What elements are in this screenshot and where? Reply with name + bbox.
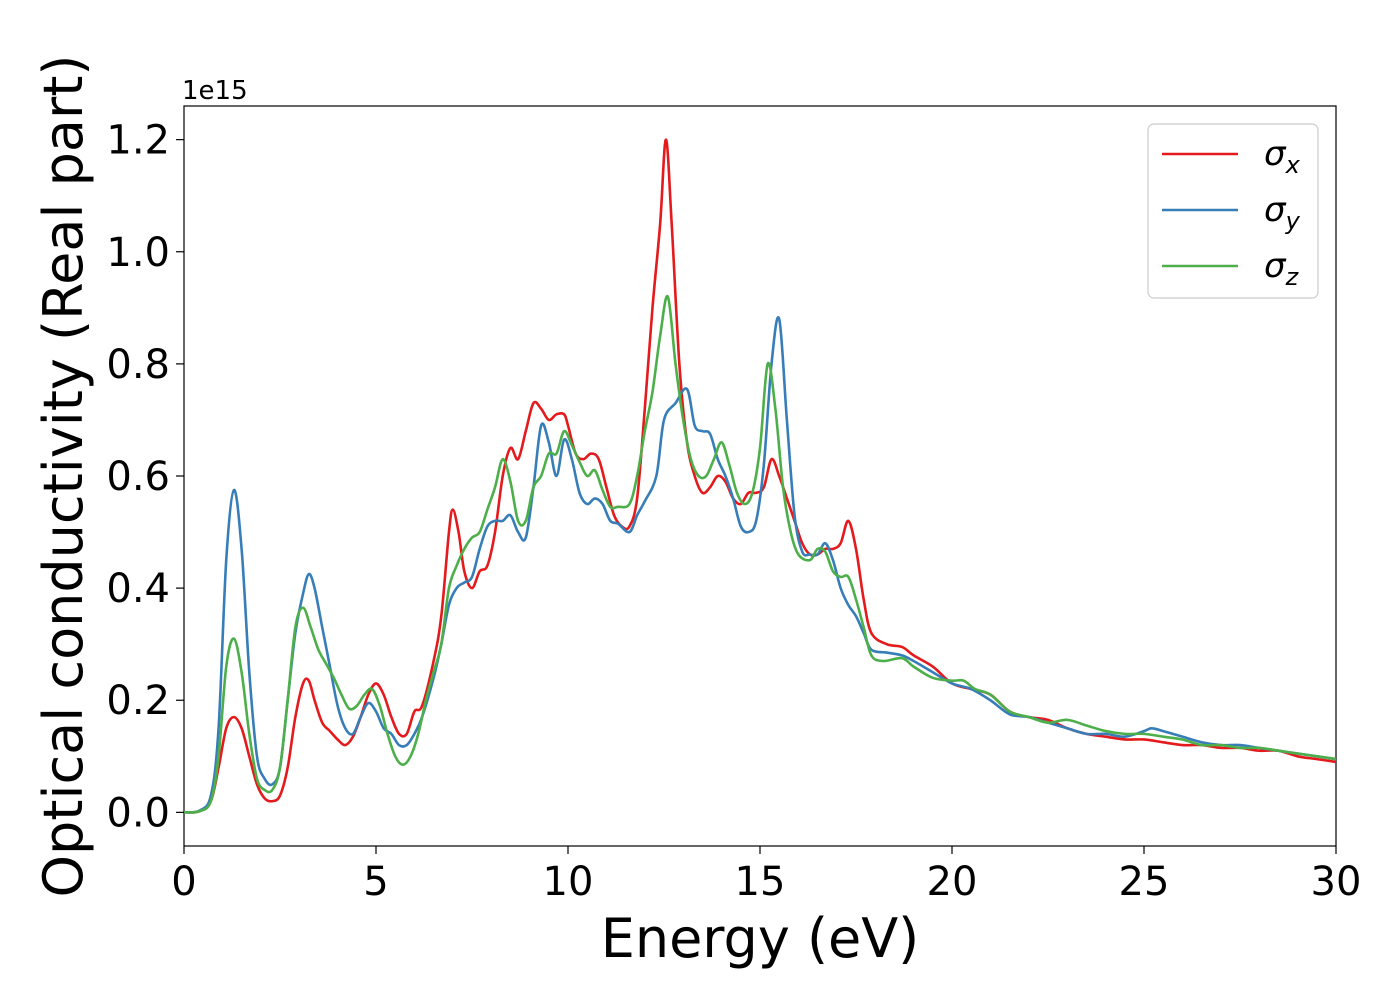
x-tick-label: 15 <box>735 859 786 905</box>
series-line-y <box>184 316 1336 814</box>
x-tick-label: 5 <box>363 859 388 905</box>
legend-label-y: σy <box>1264 190 1301 235</box>
x-axis-title: Energy (eV) <box>601 907 920 970</box>
plot-frame <box>183 105 1337 847</box>
y-offset-label: 1e15 <box>182 76 248 106</box>
x-tick-label: 25 <box>1119 859 1170 905</box>
x-tick-label: 30 <box>1311 859 1362 905</box>
y-axis-title: Optical conductivity (Real part) <box>32 55 95 898</box>
y-tick-label: 0.2 <box>106 678 170 724</box>
x-tick-label: 20 <box>927 859 978 905</box>
legend-label-z: σz <box>1264 246 1300 291</box>
legend-label-subscript: y <box>1285 207 1301 235</box>
y-tick-label: 0.4 <box>106 566 170 612</box>
plot-area <box>183 105 1337 847</box>
legend-label-base: σ <box>1264 134 1287 174</box>
y-tick-label: 0.8 <box>106 342 170 388</box>
legend-label-subscript: z <box>1285 263 1300 291</box>
y-tick-label: 0.0 <box>106 790 170 836</box>
y-axis-ticks: 0.0 0.2 0.4 0.6 0.8 1.0 1.2 <box>106 118 184 836</box>
x-tick-label: 0 <box>171 859 196 905</box>
x-tick-label: 10 <box>543 859 594 905</box>
legend-label-x: σx <box>1264 134 1301 179</box>
x-axis-ticks: 0 5 10 15 20 25 30 <box>171 846 1361 905</box>
legend-label-subscript: x <box>1285 151 1301 179</box>
series-line-z <box>184 295 1336 814</box>
legend-label-base: σ <box>1264 190 1287 230</box>
legend-label-base: σ <box>1264 246 1287 286</box>
y-tick-label: 0.6 <box>106 454 170 500</box>
y-tick-label: 1.0 <box>106 230 170 276</box>
y-tick-label: 1.2 <box>106 118 170 164</box>
series-layer <box>184 138 1336 814</box>
